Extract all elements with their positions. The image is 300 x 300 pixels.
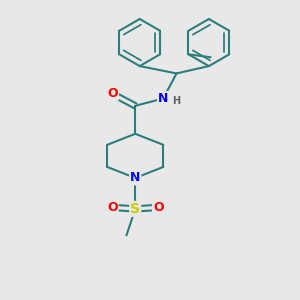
Text: O: O <box>107 87 118 100</box>
Text: O: O <box>107 201 118 214</box>
Text: O: O <box>153 201 164 214</box>
Text: N: N <box>158 92 168 105</box>
Text: N: N <box>130 172 140 184</box>
Text: S: S <box>130 202 140 216</box>
Text: H: H <box>172 96 180 106</box>
